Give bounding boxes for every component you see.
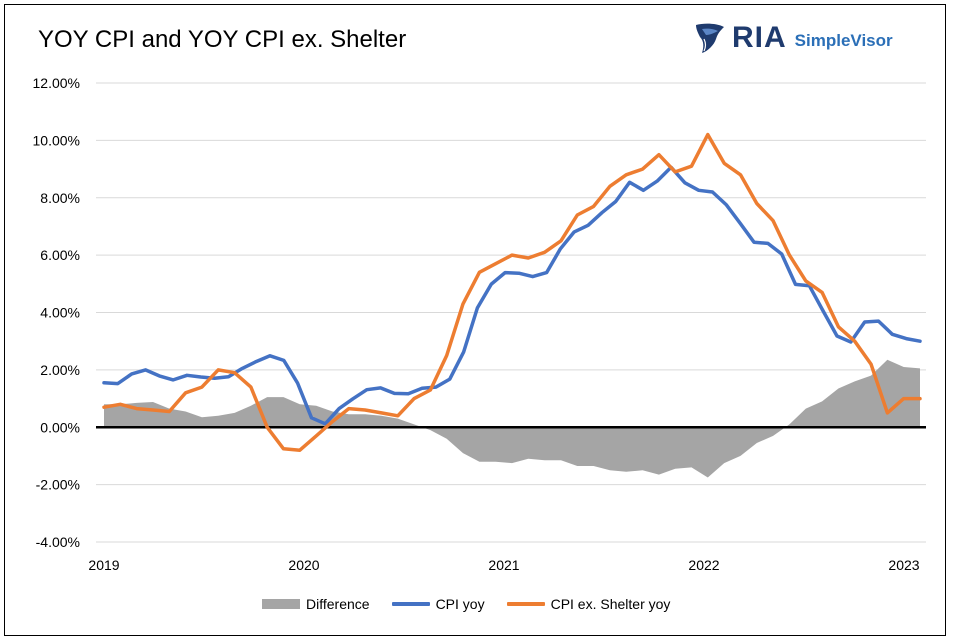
x-tick-label: 2019 <box>88 557 119 573</box>
series-difference-area <box>104 359 920 478</box>
x-tick-label: 2021 <box>488 557 519 573</box>
series-cpi-line <box>102 165 922 426</box>
legend-item-cpi: CPI yoy <box>391 596 485 612</box>
chart-title: YOY CPI and YOY CPI ex. Shelter <box>38 26 407 53</box>
x-tick-label: 2023 <box>888 557 919 573</box>
y-tick-label: -4.00% <box>36 534 80 550</box>
x-tick-label: 2020 <box>288 557 319 573</box>
y-tick-label: 8.00% <box>40 190 80 206</box>
gridlines <box>96 82 926 543</box>
series-group <box>96 132 926 478</box>
eagle-icon <box>696 23 724 53</box>
series-cpi-ex-shelter-line <box>102 132 922 452</box>
logo-ria-text: RIA <box>732 21 787 54</box>
x-tick-label: 2022 <box>688 557 719 573</box>
x-axis-ticks: 2019 2020 2021 2022 2023 <box>88 557 919 573</box>
y-tick-label: 6.00% <box>40 247 80 263</box>
y-axis-ticks: 12.00% 10.00% 8.00% 6.00% 4.00% 2.00% 0.00% -2.… <box>33 75 80 550</box>
logo-simplevisor-text: SimpleVisor <box>794 31 893 50</box>
legend-item-cpi-ex-shelter: CPI ex. Shelter yoy <box>506 596 671 612</box>
legend-label-difference: Difference <box>306 596 370 612</box>
y-tick-label: 2.00% <box>40 362 80 378</box>
y-tick-label: 10.00% <box>33 132 80 148</box>
legend-label-cpi-ex-shelter: CPI ex. Shelter yoy <box>550 596 671 612</box>
legend-swatch-cpi <box>391 602 430 606</box>
y-tick-label: 4.00% <box>40 305 80 321</box>
legend-label-cpi: CPI yoy <box>435 596 485 612</box>
y-tick-label: 0.00% <box>40 419 80 435</box>
legend: Difference CPI yoy CPI ex. Shelter yoy <box>262 596 692 612</box>
y-tick-label: -2.00% <box>36 477 80 493</box>
legend-item-difference: Difference <box>262 596 370 612</box>
ria-simplevisor-logo: RIA SimpleVisor <box>694 20 893 56</box>
legend-swatch-cpi-ex-shelter <box>506 602 545 606</box>
legend-swatch-difference <box>262 599 300 609</box>
y-tick-label: 12.00% <box>33 75 80 91</box>
